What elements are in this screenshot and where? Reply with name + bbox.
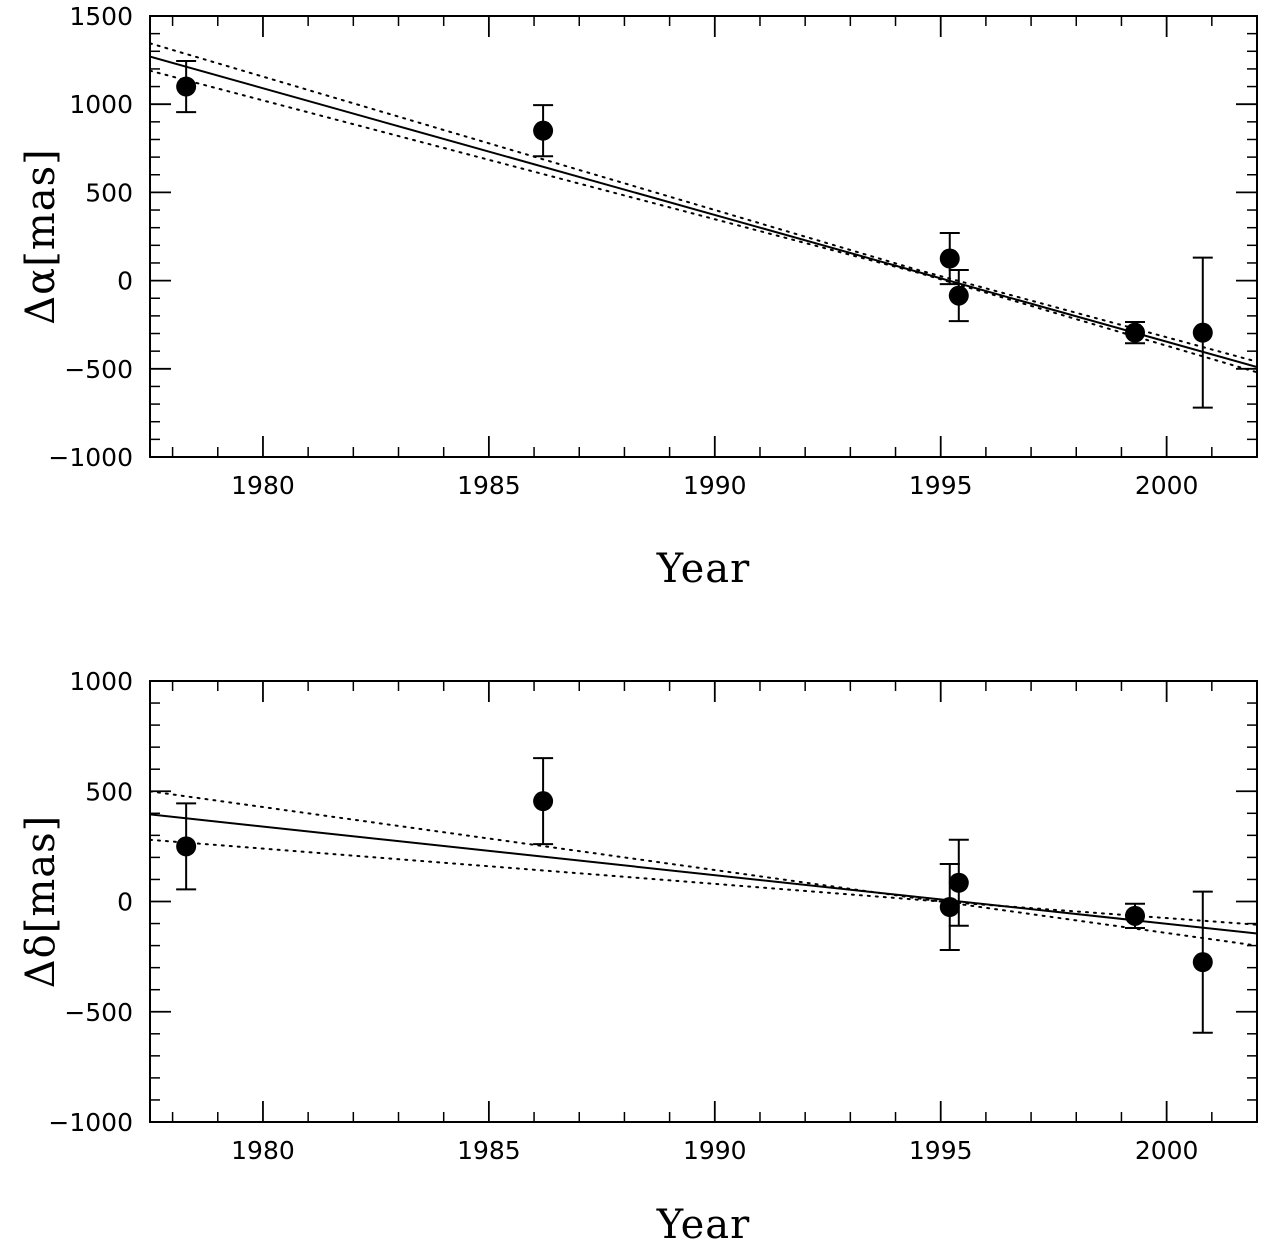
data-point bbox=[948, 872, 969, 893]
plot-frame bbox=[149, 15, 1258, 458]
x-axis-title: Year bbox=[656, 1202, 751, 1245]
data-point bbox=[1192, 952, 1213, 973]
y-axis-title: Δδ[mas] bbox=[18, 815, 64, 988]
y-tick-label: 500 bbox=[85, 178, 133, 207]
x-tick-label: 1980 bbox=[231, 1136, 295, 1165]
y-tick-label: 1000 bbox=[69, 667, 133, 696]
data-point bbox=[939, 897, 960, 918]
x-tick-label: 1995 bbox=[909, 471, 973, 500]
data-point bbox=[1125, 322, 1146, 343]
x-axis-title: Year bbox=[656, 546, 751, 592]
data-point bbox=[939, 248, 960, 269]
y-tick-label: −1000 bbox=[48, 1108, 133, 1137]
x-tick-label: 1985 bbox=[457, 1136, 521, 1165]
fit-bound-dotted-line bbox=[150, 69, 1257, 374]
y-tick-label: 500 bbox=[85, 777, 133, 806]
fit-solid-line bbox=[150, 813, 1257, 935]
x-tick-label: 1980 bbox=[231, 471, 295, 500]
y-tick-label: −1000 bbox=[48, 443, 133, 472]
x-tick-label: 1990 bbox=[683, 471, 747, 500]
x-tick-label: 1995 bbox=[909, 1136, 973, 1165]
data-point bbox=[1125, 905, 1146, 926]
plot-frame bbox=[149, 680, 1258, 1123]
fit-bound-dotted-line bbox=[150, 790, 1257, 926]
fit-bound-dotted-line bbox=[150, 42, 1257, 363]
y-tick-label: 0 bbox=[117, 888, 133, 917]
y-tick-label: 0 bbox=[117, 267, 133, 296]
x-tick-label: 2000 bbox=[1135, 1136, 1199, 1165]
data-point bbox=[176, 836, 197, 857]
y-tick-label: 1000 bbox=[69, 90, 133, 119]
y-axis-title: Δα[mas] bbox=[18, 148, 64, 324]
data-point bbox=[176, 76, 197, 97]
fit-bound-dotted-line bbox=[150, 838, 1257, 947]
y-tick-label: −500 bbox=[64, 998, 133, 1027]
bottom-panel-dec-offset: 1980 1985 1990 1995 2000 −1000 −500 0 500 1000 Yea… bbox=[18, 667, 1258, 1245]
data-point bbox=[533, 791, 554, 812]
data-point bbox=[948, 285, 969, 306]
data-point bbox=[1192, 322, 1213, 343]
x-tick-label: 1990 bbox=[683, 1136, 747, 1165]
x-tick-label: 1985 bbox=[457, 471, 521, 500]
top-panel-ra-offset: 1980 1985 1990 1995 2000 −1000 −500 0 500 1000 150… bbox=[18, 2, 1258, 592]
data-point bbox=[533, 120, 554, 141]
fit-solid-line bbox=[150, 55, 1257, 368]
x-tick-label: 2000 bbox=[1135, 471, 1199, 500]
y-tick-label: 1500 bbox=[69, 2, 133, 31]
y-tick-label: −500 bbox=[64, 355, 133, 384]
